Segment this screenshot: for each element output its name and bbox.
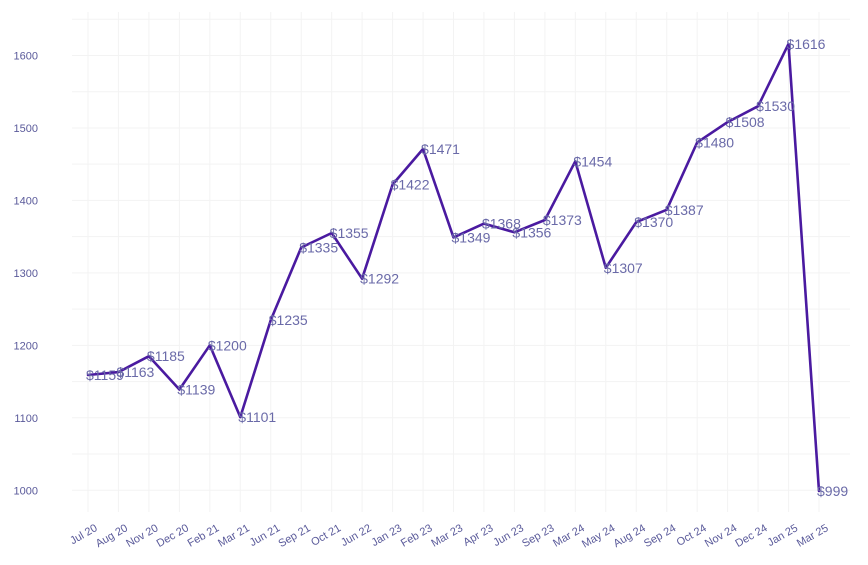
data-label: $1530	[756, 98, 795, 114]
data-label: $1373	[543, 212, 582, 228]
data-label: $1471	[421, 141, 460, 157]
data-label: $1159	[86, 367, 124, 383]
data-label: $1292	[360, 271, 399, 287]
x-tick-label: Oct 21	[309, 522, 343, 549]
x-tick-label: Jun 23	[491, 522, 526, 549]
x-tick-label: Mar 23	[429, 522, 465, 550]
x-tick-label: Nov 24	[703, 522, 739, 550]
y-tick-label: 1600	[14, 50, 38, 62]
y-tick-label: 1400	[14, 195, 38, 207]
data-label: $1163	[116, 364, 154, 380]
y-tick-label: 1100	[14, 413, 38, 425]
x-tick-label: Sep 24	[642, 522, 678, 550]
series-line	[86, 42, 821, 493]
data-label: $1101	[238, 409, 276, 425]
data-label: $1235	[269, 312, 308, 328]
x-tick-label: Sep 21	[277, 522, 313, 550]
x-tick-label: Jan 25	[765, 522, 800, 549]
x-tick-label: Feb 21	[186, 522, 222, 550]
y-tick-label: 1500	[14, 123, 38, 135]
y-tick-label: 1300	[14, 268, 38, 280]
y-tick-label: 1000	[14, 485, 38, 497]
data-label: $1454	[573, 153, 612, 169]
data-label: $1387	[665, 202, 704, 218]
grid	[72, 12, 850, 512]
x-tick-label: Aug 20	[94, 522, 130, 550]
data-label: $1356	[512, 224, 551, 240]
data-labels: $1159$1163$1185 $1139 $1200 $1101 $1235 $1335…	[86, 36, 848, 499]
data-label: $1185	[147, 348, 185, 364]
y-tick-label: 1200	[14, 340, 38, 352]
x-tick-label: Jul 20	[68, 522, 99, 547]
data-label: $1422	[391, 176, 430, 192]
data-label: $1355	[330, 225, 369, 241]
data-label: $1368	[482, 216, 521, 232]
data-label: $1307	[604, 260, 643, 276]
data-label: $1200	[208, 337, 247, 353]
x-tick-label: Dec 24	[733, 522, 769, 550]
x-tick-label: Mar 24	[551, 522, 587, 550]
x-tick-label: Jan 23	[369, 522, 404, 549]
x-tick-label: Nov 20	[124, 522, 160, 550]
x-tick-label: Dec 20	[155, 522, 191, 550]
data-label: $1370	[634, 214, 673, 230]
data-label: $1480	[695, 134, 734, 150]
data-label: $999	[817, 483, 848, 499]
x-tick-label: May 24	[580, 522, 617, 550]
x-tick-label: Oct 24	[675, 522, 709, 549]
x-tick-label: Jun 22	[339, 522, 374, 549]
data-label: $1349	[452, 229, 491, 245]
x-tick-label: Mar 25	[795, 522, 831, 550]
series	[86, 42, 821, 493]
data-label: $1335	[299, 240, 338, 256]
x-tick-label: Apr 23	[461, 522, 495, 549]
x-tick-label: Mar 21	[216, 522, 252, 550]
data-label: $1508	[726, 114, 765, 130]
data-label: $1616	[787, 36, 826, 52]
x-tick-label: Sep 23	[520, 522, 556, 550]
data-label: $1139	[177, 382, 215, 398]
x-tick-label: Jun 21	[248, 522, 283, 549]
y-axis-ticks: 1000 1100 1200 1300 1400 1500 1600	[14, 50, 38, 497]
x-tick-label: Feb 23	[399, 522, 435, 550]
x-tick-label: Aug 24	[612, 522, 648, 550]
